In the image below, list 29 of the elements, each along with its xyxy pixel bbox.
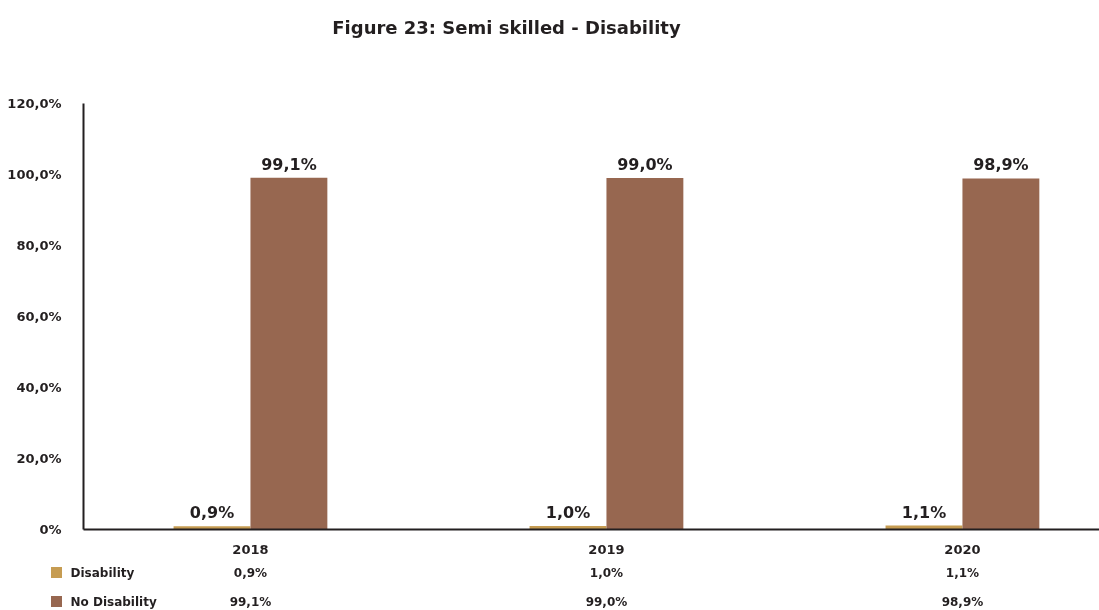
data-label: 1,0% (589, 565, 624, 580)
y-tick-label: 20,0% (16, 451, 62, 466)
data-label: 1,1% (945, 565, 980, 580)
text: 0,9% (189, 503, 235, 523)
data-label: 99,1% (229, 594, 272, 609)
y-tick-label: 0% (39, 522, 62, 537)
text: 98,9% (973, 155, 1029, 175)
bar (962, 178, 1040, 530)
legend-label: Disability (70, 565, 135, 580)
text: 1,0% (545, 502, 591, 522)
x-tick-label: 2018 (232, 541, 269, 557)
text: 1,1% (901, 502, 947, 522)
x-tick-label: 2019 (588, 541, 625, 557)
text: 99,0% (617, 155, 673, 175)
text: 99,1% (261, 154, 317, 174)
y-tick-label: 100,0% (7, 167, 62, 182)
data-label: 98,9% (941, 594, 984, 609)
x-tick-label: 2020 (944, 541, 981, 557)
y-tick-label: 60,0% (16, 309, 62, 324)
legend-label: No Disability (70, 594, 157, 609)
bar (250, 177, 328, 530)
chart-title: Figure 23: Semi skilled - Disability (332, 17, 681, 38)
y-tick-label: 80,0% (16, 238, 62, 253)
data-label: 99,0% (585, 594, 628, 609)
data-label: 0,9% (233, 565, 268, 580)
bar (606, 178, 684, 530)
y-tick-label: 40,0% (16, 380, 62, 395)
bar (173, 526, 251, 530)
y-tick-label: 120,0% (7, 96, 62, 111)
